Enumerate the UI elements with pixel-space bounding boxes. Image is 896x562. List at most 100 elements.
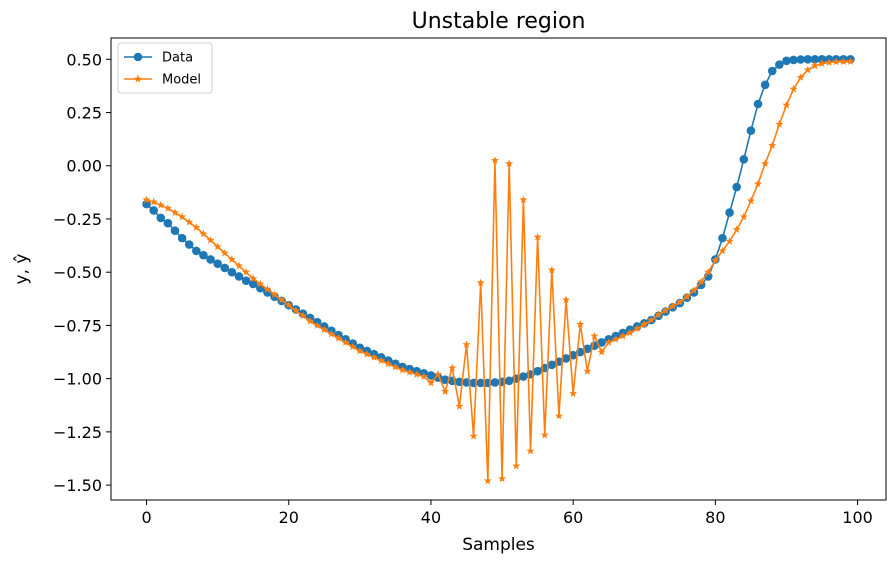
data-point bbox=[796, 55, 805, 64]
data-point bbox=[490, 378, 500, 387]
data-point bbox=[391, 362, 400, 371]
data-point bbox=[476, 378, 486, 388]
x-tick-label: 60 bbox=[563, 508, 583, 527]
data-point bbox=[142, 199, 151, 209]
data-point bbox=[647, 315, 656, 324]
data-point bbox=[533, 232, 542, 241]
data-point bbox=[782, 100, 791, 109]
data-point bbox=[455, 402, 464, 410]
data-point bbox=[199, 229, 208, 238]
data-point bbox=[469, 431, 478, 440]
series-model bbox=[142, 57, 855, 485]
y-tick-label: 0.50 bbox=[66, 50, 102, 69]
legend-marker bbox=[134, 74, 142, 83]
data-point bbox=[177, 233, 187, 243]
data-point bbox=[263, 285, 272, 293]
data-point bbox=[746, 196, 755, 205]
series-line bbox=[146, 60, 851, 481]
data-point bbox=[711, 256, 720, 264]
data-point bbox=[718, 246, 727, 255]
data-point bbox=[540, 430, 549, 439]
legend: Data Model bbox=[117, 42, 213, 94]
data-point bbox=[341, 338, 350, 346]
x-tick-label: 0 bbox=[141, 508, 151, 527]
data-point bbox=[569, 389, 578, 397]
data-point bbox=[767, 66, 777, 76]
data-point bbox=[803, 65, 812, 74]
data-point bbox=[405, 368, 414, 376]
data-point bbox=[597, 347, 606, 356]
data-point bbox=[690, 286, 699, 294]
data-point bbox=[370, 353, 379, 361]
data-point bbox=[426, 371, 436, 380]
data-point bbox=[505, 159, 514, 168]
data-point bbox=[846, 57, 855, 65]
data-point bbox=[576, 320, 585, 328]
data-point bbox=[277, 295, 286, 304]
data-point bbox=[163, 204, 172, 212]
data-point bbox=[732, 225, 741, 234]
data-point bbox=[241, 276, 251, 286]
data-point bbox=[561, 354, 571, 363]
y-tick-label: −0.75 bbox=[53, 316, 102, 335]
data-point bbox=[284, 300, 293, 309]
legend-label: Model bbox=[162, 73, 201, 88]
x-tick-label: 80 bbox=[705, 508, 725, 527]
data-point bbox=[362, 349, 371, 358]
data-point bbox=[149, 206, 158, 215]
data-point bbox=[604, 338, 613, 346]
data-point bbox=[519, 195, 528, 204]
data-point bbox=[611, 335, 620, 343]
data-point bbox=[490, 156, 499, 164]
data-point bbox=[213, 242, 222, 251]
data-point bbox=[156, 200, 165, 209]
data-point bbox=[796, 73, 805, 81]
data-point bbox=[504, 376, 514, 386]
data-point bbox=[512, 461, 521, 470]
data-point bbox=[640, 320, 649, 328]
data-point bbox=[739, 212, 748, 221]
data-point bbox=[761, 159, 770, 168]
data-point bbox=[313, 321, 322, 329]
y-tick-label: 0.25 bbox=[66, 104, 102, 123]
data-point bbox=[426, 378, 435, 387]
data-point bbox=[462, 340, 471, 348]
data-point bbox=[668, 302, 677, 310]
data-point bbox=[697, 277, 706, 286]
data-point bbox=[718, 233, 727, 243]
data-point bbox=[184, 240, 194, 249]
x-tick-label: 40 bbox=[421, 508, 441, 527]
data-point bbox=[206, 236, 215, 244]
data-point bbox=[704, 267, 713, 276]
data-point bbox=[149, 197, 158, 206]
data-point bbox=[583, 366, 592, 375]
data-point bbox=[206, 255, 215, 264]
data-point bbox=[199, 250, 208, 260]
data-point bbox=[633, 324, 642, 333]
data-point bbox=[398, 365, 407, 374]
data-point bbox=[810, 54, 820, 64]
data-point bbox=[213, 259, 222, 268]
data-point bbox=[533, 366, 542, 376]
data-point bbox=[178, 212, 187, 221]
data-point bbox=[334, 333, 343, 342]
data-point bbox=[142, 195, 151, 204]
data-point bbox=[498, 474, 507, 483]
data-point bbox=[185, 217, 194, 226]
legend-item: Data bbox=[124, 51, 193, 66]
legend-label: Data bbox=[162, 51, 193, 66]
data-point bbox=[775, 120, 784, 128]
data-point bbox=[817, 54, 827, 64]
data-point bbox=[597, 338, 606, 347]
data-point bbox=[725, 208, 734, 217]
data-point bbox=[775, 60, 784, 69]
legend-marker bbox=[133, 52, 143, 62]
data-point bbox=[448, 363, 457, 372]
data-point bbox=[227, 255, 236, 263]
data-point bbox=[234, 272, 244, 281]
chart-title: Unstable region bbox=[412, 9, 586, 34]
data-point bbox=[803, 54, 813, 64]
x-tick-label: 20 bbox=[279, 508, 299, 527]
data-point bbox=[753, 99, 763, 109]
data-point bbox=[270, 290, 279, 298]
